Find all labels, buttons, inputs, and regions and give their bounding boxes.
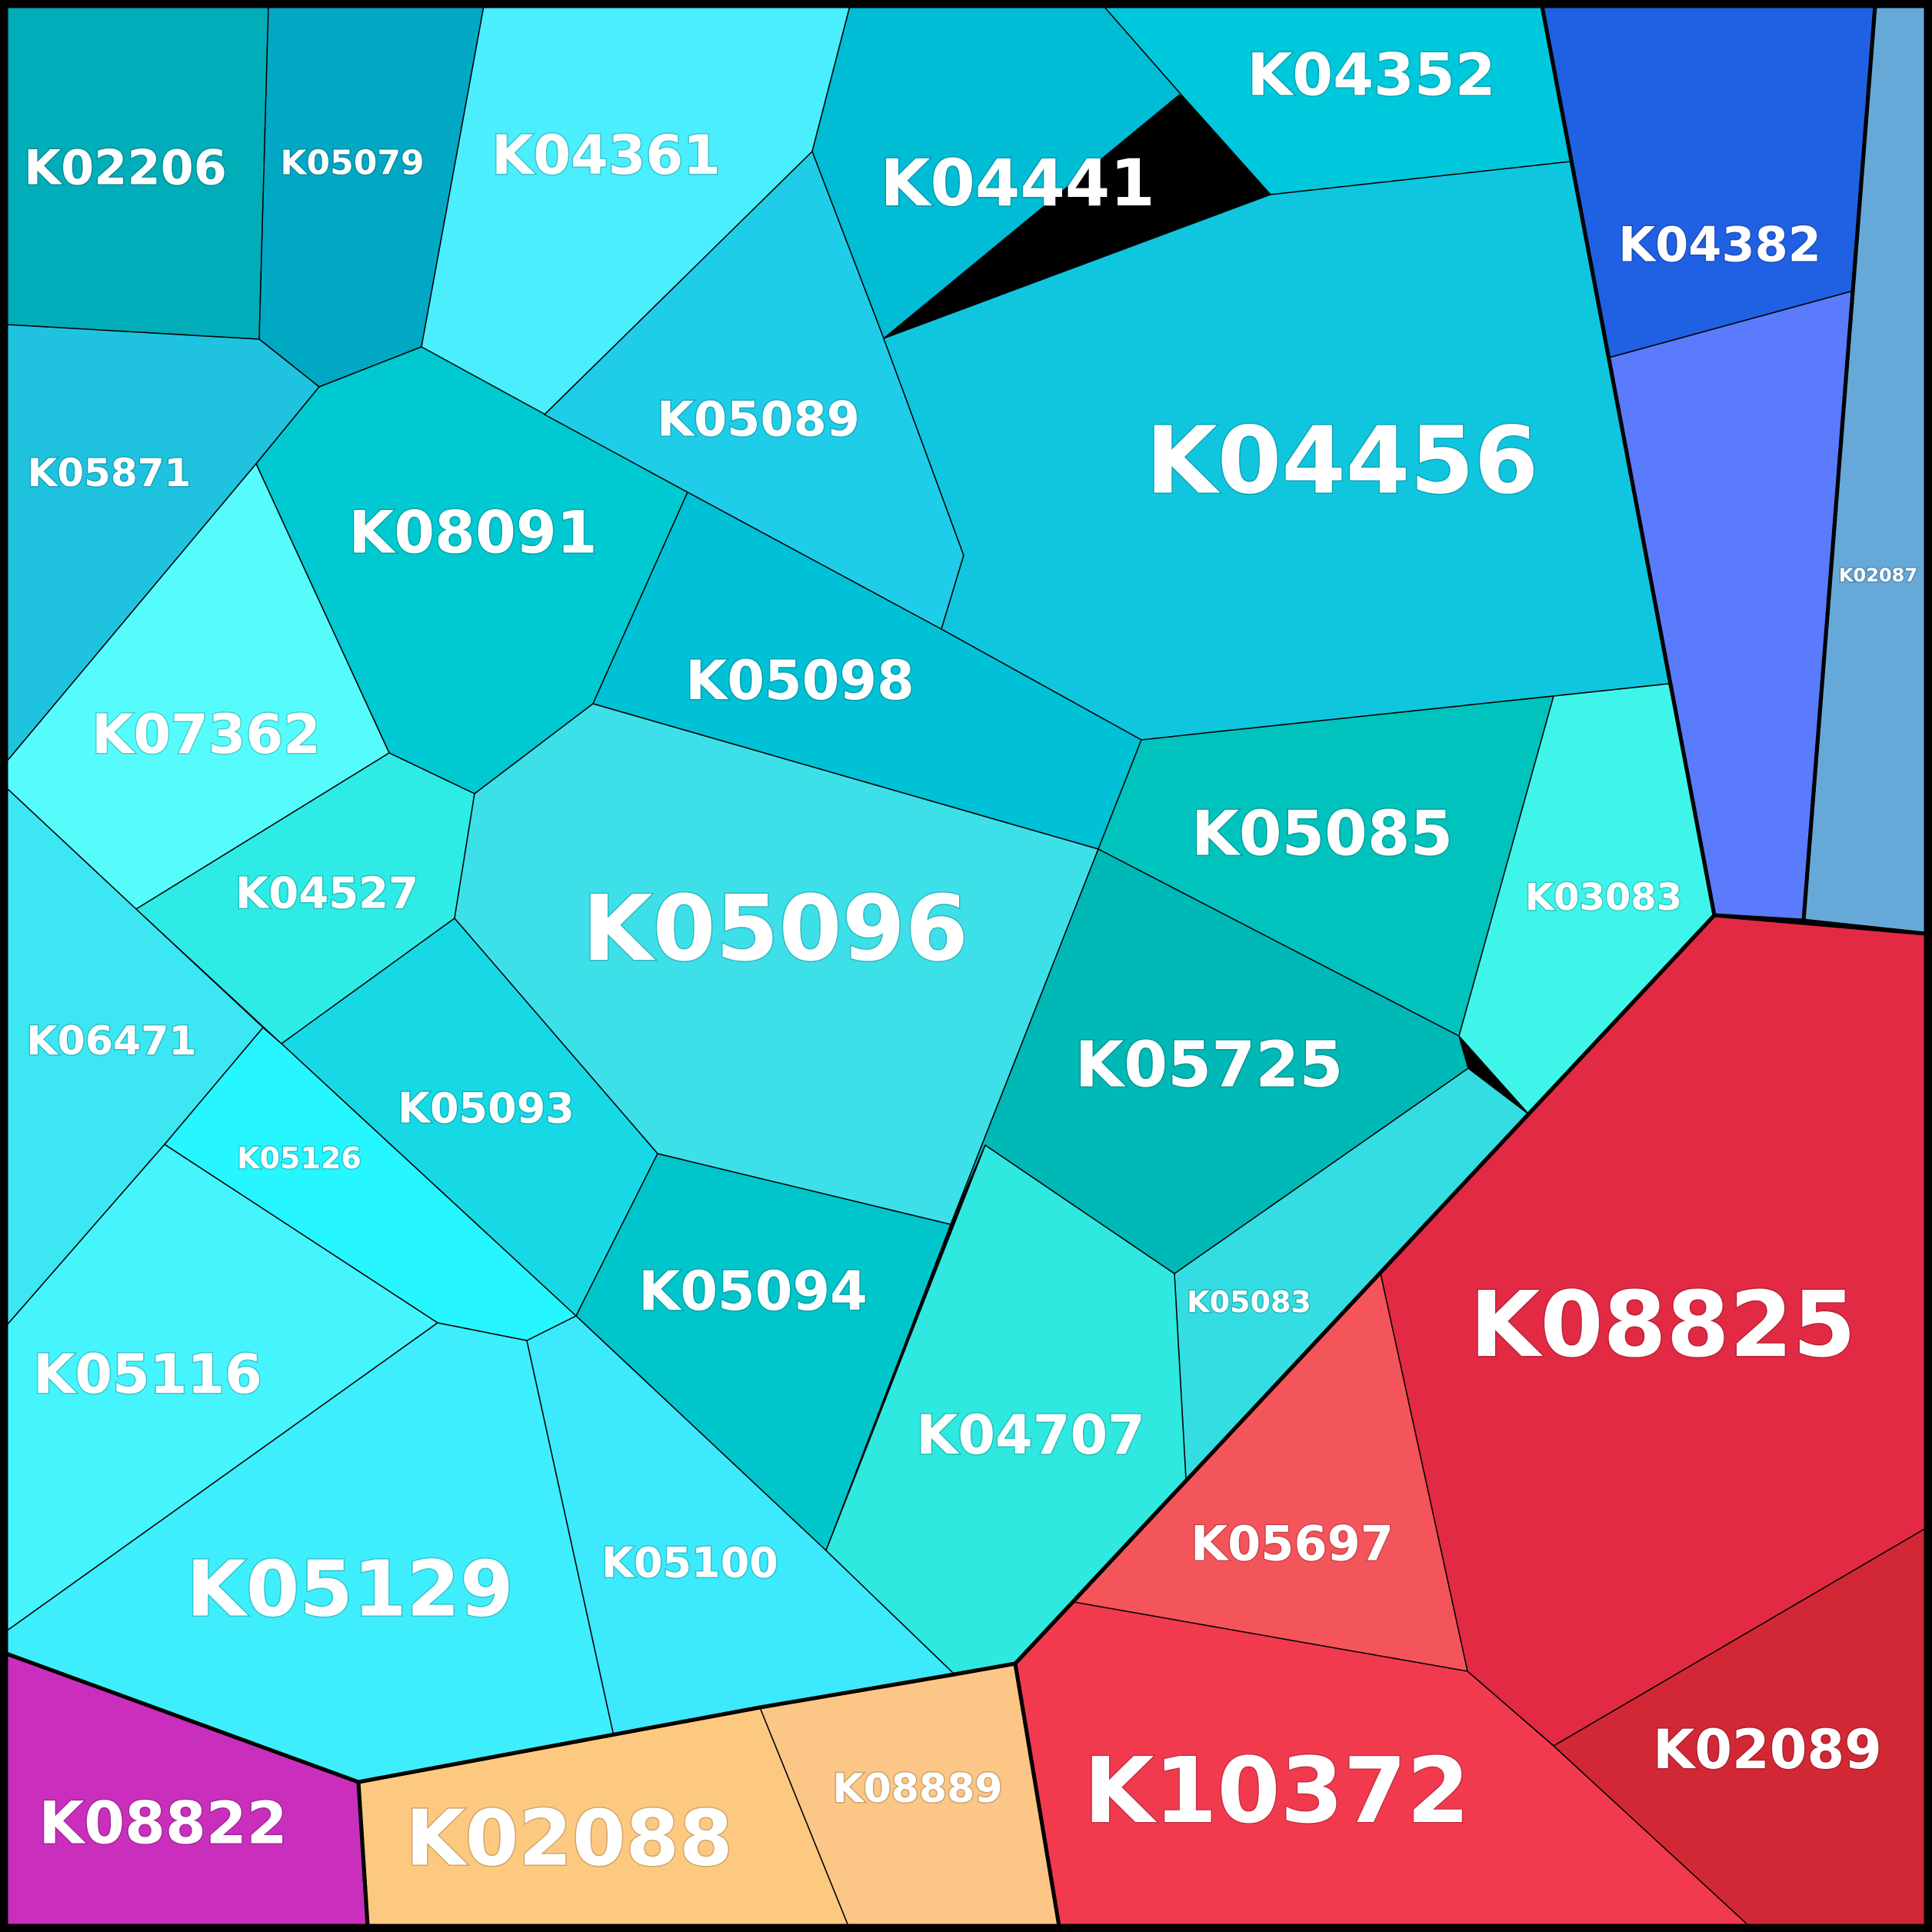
cell-label-k03083: K03083 [1525, 876, 1682, 919]
cell-label-k04707: K04707 [916, 1404, 1145, 1467]
cell-label-k05093: K05093 [398, 1084, 575, 1133]
cell-label-k05725: K05725 [1075, 1029, 1344, 1102]
cell-label-k05126: K05126 [237, 1141, 361, 1175]
cell-label-k10372: K10372 [1084, 1737, 1470, 1844]
cell-label-k05085: K05085 [1191, 798, 1453, 870]
cell-label-k06471: K06471 [26, 1018, 196, 1064]
cell-label-k08825: K08825 [1470, 1271, 1856, 1377]
cell-label-k02087: K02087 [1839, 565, 1917, 586]
cell-label-k05096: K05096 [582, 875, 968, 981]
cell-label-k02089: K02089 [1653, 1718, 1882, 1781]
cell-label-k05094: K05094 [638, 1260, 868, 1323]
cell-label-k04527: K04527 [235, 869, 418, 919]
cell-label-k05089: K05089 [657, 391, 860, 448]
cell-label-k05079: K05079 [280, 144, 424, 183]
cell-label-k05129: K05129 [186, 1544, 513, 1634]
cell-label-k04382: K04382 [1618, 217, 1821, 273]
cell-label-k05100: K05100 [601, 1539, 778, 1587]
cell-label-k05116: K05116 [33, 1343, 262, 1406]
cell-label-k07362: K07362 [92, 703, 321, 766]
cell-label-k04352: K04352 [1247, 41, 1495, 109]
cell-label-k08889: K08889 [832, 1766, 1002, 1812]
cell-label-k04441: K04441 [880, 145, 1154, 221]
cell-label-k08091: K08091 [348, 498, 597, 567]
cell-label-k05871: K05871 [28, 451, 192, 495]
cell-label-k02088: K02088 [405, 1794, 732, 1884]
cell-label-k02206: K02206 [24, 140, 227, 196]
group-border-red [1013, 913, 1928, 1928]
cell-label-k05697: K05697 [1191, 1516, 1394, 1572]
cell-label-k05083: K05083 [1187, 1285, 1311, 1319]
group-border-magenta [4, 1651, 370, 1928]
cell-label-k04361: K04361 [491, 124, 721, 187]
cell-label-k04456: K04456 [1146, 408, 1538, 515]
cell-label-k05098: K05098 [685, 649, 914, 712]
cell-label-k08822: K08822 [38, 1789, 287, 1857]
